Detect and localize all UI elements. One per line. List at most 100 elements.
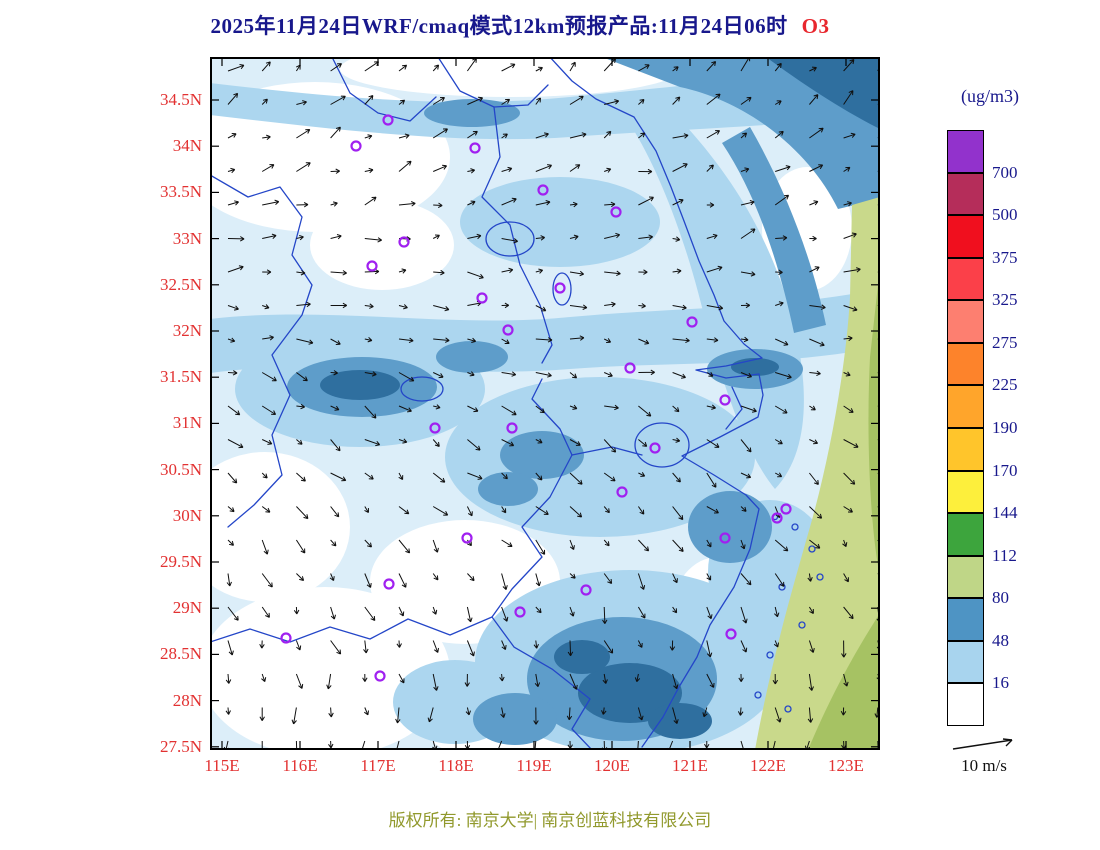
wind-arrow xyxy=(467,200,476,206)
lat-tick-label: 31.5N xyxy=(159,367,202,387)
wind-arrow xyxy=(432,234,440,240)
wind-arrow xyxy=(740,472,752,479)
wind-arrow xyxy=(774,439,783,445)
station-marker xyxy=(580,584,592,596)
wind-arrow xyxy=(296,162,311,172)
lon-tick-label: 117E xyxy=(360,756,396,775)
wind-arrow xyxy=(501,506,507,514)
wind-arrow xyxy=(227,92,239,105)
wind-arrow xyxy=(706,265,723,273)
lat-tick-label: 33.5N xyxy=(159,182,202,202)
colorbar-box xyxy=(947,385,984,428)
lat-tick-label: 29.5N xyxy=(159,552,202,571)
colorbar-labels: 700 500 375 325 275 225 190 170 144 112 80 48 16 xyxy=(992,130,1052,726)
wind-arrow xyxy=(227,472,238,484)
wind-arrow xyxy=(227,167,236,174)
wind-arrow xyxy=(500,707,506,718)
wind-arrow xyxy=(843,405,854,413)
lat-tick-label: 34N xyxy=(172,136,202,156)
wind-arrow xyxy=(535,438,543,444)
wind-arrow xyxy=(501,133,508,139)
wind-arrow xyxy=(364,539,372,548)
wind-arrow xyxy=(809,472,819,485)
title-text: 2025年11月24日WRF/cmaq模式12km预报产品:11月24日06时 xyxy=(210,14,788,38)
map-border xyxy=(210,57,880,750)
wind-arrow xyxy=(843,335,853,342)
wind-arrow xyxy=(501,98,511,105)
wind-arrow xyxy=(840,707,847,716)
wind-arrow xyxy=(638,132,646,139)
colorbar-box xyxy=(947,428,984,471)
wind-arrow xyxy=(398,673,405,684)
colorbar-box xyxy=(947,215,984,258)
station-marker xyxy=(502,324,514,336)
wind-arrow xyxy=(330,439,341,452)
wind-arrow xyxy=(262,199,280,206)
wind-arrow xyxy=(775,165,791,172)
wind-arrow xyxy=(740,405,757,413)
wind-arrow xyxy=(296,372,308,382)
wind-arrow xyxy=(501,539,513,547)
wind-arrow xyxy=(569,506,583,518)
lat-tick-label: 28.5N xyxy=(159,644,202,664)
lon-tick-label: 123E xyxy=(828,756,864,775)
wind-arrow xyxy=(395,707,401,724)
wind-arrow xyxy=(774,338,789,346)
wind-arrow xyxy=(432,439,440,447)
wind-arrow xyxy=(261,539,269,555)
wind-arrow xyxy=(501,606,509,622)
wind-arrow xyxy=(638,369,655,376)
lon-tick-label: 121E xyxy=(672,756,708,775)
wind-arrow xyxy=(604,232,621,239)
wind-arrow xyxy=(467,472,483,480)
wind-arrow xyxy=(535,506,549,515)
wind-arrow xyxy=(330,302,348,309)
wind-arrow xyxy=(809,164,824,172)
lon-tick-label: 119E xyxy=(516,756,552,775)
wind-arrow xyxy=(672,268,682,274)
wind-arrow xyxy=(227,640,234,656)
wind-arrow xyxy=(634,673,641,683)
wind-arrow xyxy=(396,640,402,648)
wind-arrow xyxy=(398,201,416,207)
wind-arrow xyxy=(535,132,549,139)
wind-arrow xyxy=(261,61,271,72)
wind-arrow xyxy=(535,573,541,587)
wind-arrow xyxy=(809,338,825,347)
wind-arrow xyxy=(362,673,368,682)
wind-arrow xyxy=(501,267,514,274)
wind-arrow xyxy=(740,640,748,653)
station-marker xyxy=(554,282,566,294)
wind-arrow xyxy=(464,673,470,687)
wind-arrow xyxy=(261,98,268,105)
wind-arrow xyxy=(672,304,687,311)
wind-arrow xyxy=(774,130,784,139)
wind-arrow xyxy=(738,673,744,682)
wind-arrow xyxy=(843,506,853,513)
wind-arrow xyxy=(841,640,847,658)
wind-arrow xyxy=(706,305,724,311)
wind-arrow xyxy=(499,673,505,682)
wind-arrow xyxy=(364,707,369,716)
wind-arrow xyxy=(740,200,755,206)
wind-arrow xyxy=(432,573,439,581)
wind-reference-label: 10 m/s xyxy=(961,756,1007,775)
colorbar-level-label: 500 xyxy=(992,205,1018,225)
wind-arrow xyxy=(603,539,610,547)
wind-arrow xyxy=(227,606,239,621)
wind-arrow xyxy=(672,707,679,724)
wind-arrow xyxy=(363,640,369,654)
wind-arrow xyxy=(398,472,404,481)
map-frame xyxy=(210,57,880,750)
station-marker xyxy=(686,316,698,328)
wind-arrow xyxy=(637,573,646,590)
wind-arrow xyxy=(330,95,346,105)
wind-arrow xyxy=(706,573,712,581)
wind-arrow xyxy=(364,371,377,377)
wind-arrow xyxy=(364,472,374,480)
wind-arrow xyxy=(569,372,578,379)
wind-arrow xyxy=(432,673,439,691)
colorbar-level-label: 325 xyxy=(992,290,1018,310)
wind-arrow xyxy=(296,301,311,308)
wind-arrow xyxy=(672,337,690,344)
